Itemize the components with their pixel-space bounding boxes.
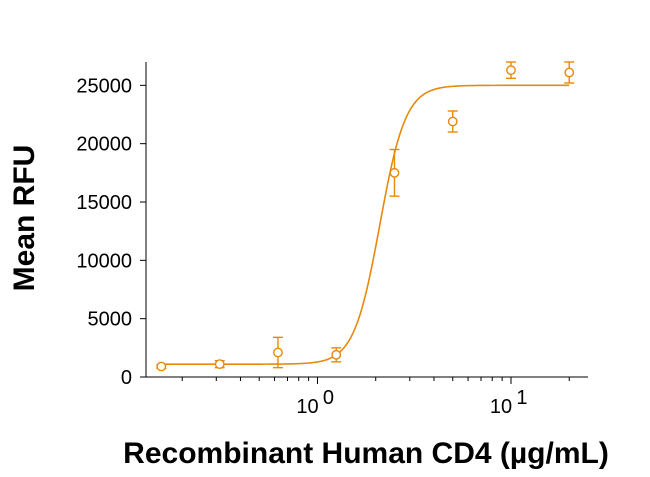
y-tick-label: 0 — [121, 367, 132, 389]
x-tick-label: 10 — [296, 396, 318, 418]
data-points-layer — [156, 61, 575, 372]
y-tick-label: 15000 — [76, 192, 132, 214]
data-point — [156, 361, 167, 372]
fit-curve-layer — [161, 84, 570, 365]
point-marker — [506, 65, 516, 76]
y-axis-title: Mean RFU — [8, 145, 41, 292]
point-marker — [273, 347, 283, 358]
point-marker — [564, 67, 575, 78]
y-tick-label: 25000 — [76, 75, 132, 97]
x-axis: 10 0 10 1 — [146, 376, 588, 418]
data-point — [447, 110, 458, 133]
y-axis: 0 5000 10000 15000 20000 25000 — [76, 62, 147, 389]
data-point — [214, 359, 225, 370]
data-point — [564, 61, 575, 84]
data-point — [389, 148, 400, 197]
point-marker — [214, 359, 225, 370]
point-marker — [156, 361, 167, 372]
x-tick-label: 10 — [490, 396, 512, 418]
point-marker — [447, 116, 458, 127]
x-axis-title: Recombinant Human CD4 (µg/mL) — [123, 437, 609, 470]
y-tick-label: 5000 — [88, 309, 133, 331]
x-tick-exponent: 0 — [323, 387, 334, 409]
data-point — [505, 61, 516, 80]
fit-curve — [161, 84, 570, 365]
x-tick-exponent: 1 — [516, 387, 527, 409]
data-point — [331, 347, 342, 363]
point-marker — [389, 167, 400, 178]
y-tick-label: 20000 — [76, 134, 132, 156]
data-point — [272, 336, 283, 369]
y-tick-label: 10000 — [76, 250, 132, 272]
point-marker — [331, 349, 342, 360]
